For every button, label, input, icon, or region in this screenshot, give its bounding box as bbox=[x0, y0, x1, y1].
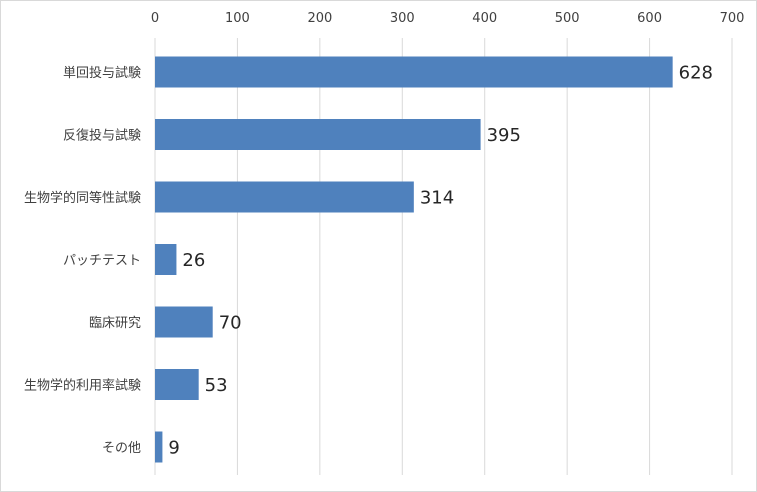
x-axis-ticks: 0 100 200 300 400 500 600 700 bbox=[151, 11, 745, 26]
x-tick-label: 600 bbox=[637, 11, 662, 26]
category-labels: 単回投与試験反復投与試験生物学的同等性試験パッチテスト臨床研究生物学的利用率試験… bbox=[24, 65, 141, 456]
x-tick-label: 500 bbox=[555, 11, 580, 26]
x-tick-label: 700 bbox=[720, 11, 745, 26]
bar bbox=[155, 369, 199, 400]
x-tick-label: 300 bbox=[390, 11, 415, 26]
x-tick-label: 100 bbox=[225, 11, 250, 26]
bar bbox=[155, 431, 163, 463]
x-tick-label: 0 bbox=[151, 11, 159, 26]
category-label: 臨床研究 bbox=[89, 316, 141, 331]
category-label: 生物学的同等性試験 bbox=[24, 190, 141, 206]
bar bbox=[155, 56, 673, 88]
category-label: 反復投与試験 bbox=[63, 128, 141, 144]
data-label: 70 bbox=[219, 313, 242, 334]
x-tick-label: 400 bbox=[472, 11, 497, 26]
gridlines bbox=[154, 38, 733, 475]
data-label: 53 bbox=[205, 375, 228, 396]
bar bbox=[155, 119, 481, 150]
category-label: パッチテスト bbox=[63, 254, 141, 269]
category-label: その他 bbox=[102, 441, 141, 456]
category-label: 単回投与試験 bbox=[63, 65, 141, 81]
x-tick-label: 200 bbox=[307, 11, 332, 26]
data-label: 26 bbox=[182, 250, 205, 271]
data-labels: 628 395 314 26 70 53 9 bbox=[168, 63, 713, 459]
bar bbox=[155, 244, 177, 275]
bar bbox=[155, 181, 414, 213]
data-label: 9 bbox=[168, 438, 179, 459]
data-label: 395 bbox=[487, 125, 521, 146]
data-label: 628 bbox=[679, 63, 713, 84]
data-label: 314 bbox=[420, 188, 454, 209]
bars bbox=[155, 56, 673, 463]
category-label: 生物学的利用率試験 bbox=[24, 378, 141, 394]
bar bbox=[155, 306, 213, 338]
